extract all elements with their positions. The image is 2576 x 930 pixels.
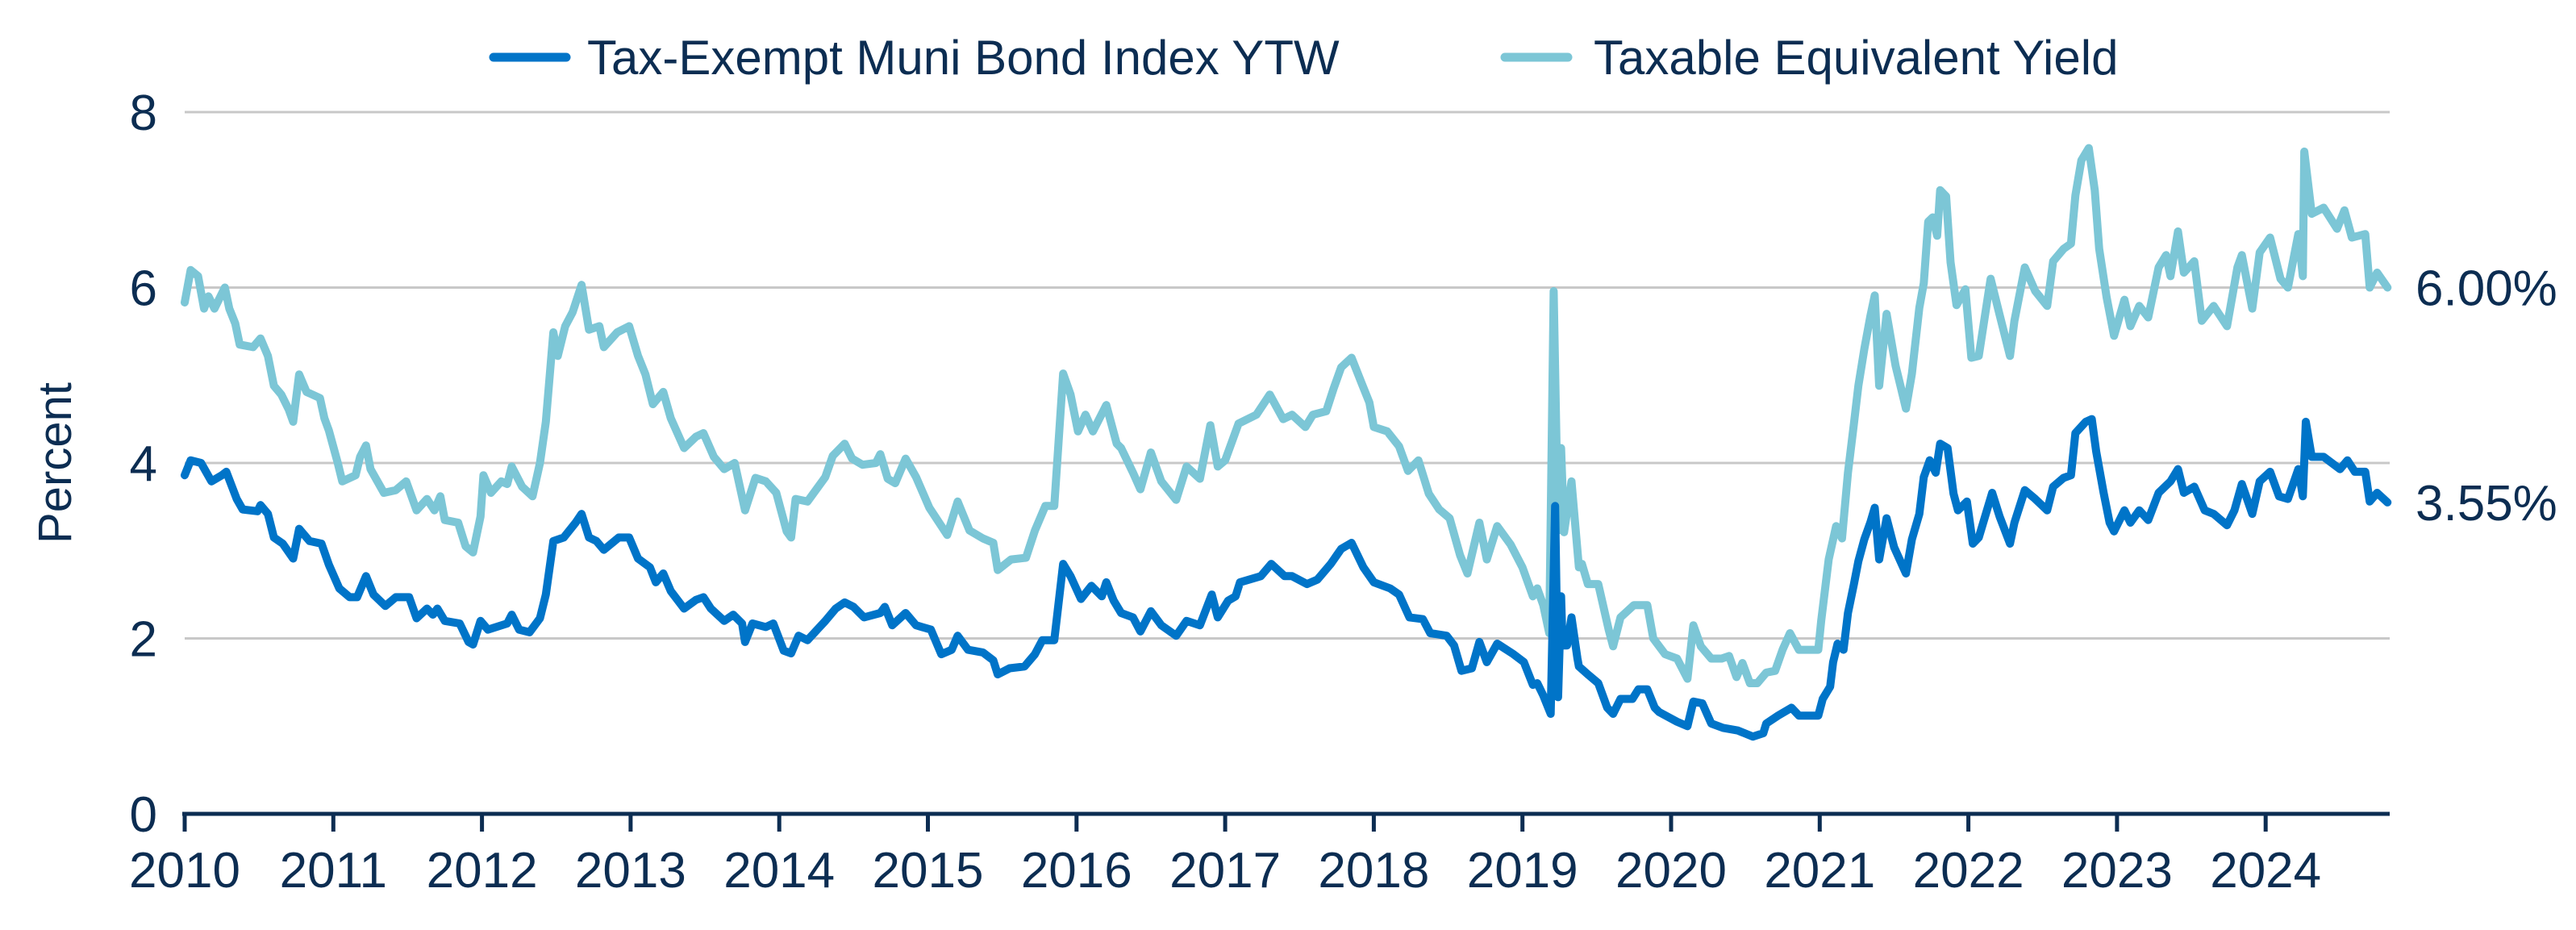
end-label-muni: 3.55% bbox=[2416, 476, 2557, 532]
x-tick-label: 2023 bbox=[2061, 843, 2173, 899]
end-label-taxable: 6.00% bbox=[2416, 261, 2557, 317]
legend-label-taxable: Taxable Equivalent Yield bbox=[1594, 31, 2118, 85]
series-line-taxable-equivalent bbox=[181, 144, 2392, 687]
series-lines bbox=[181, 144, 2392, 741]
x-tick-label: 2020 bbox=[1615, 843, 1727, 899]
x-tick-label: 2012 bbox=[427, 843, 538, 899]
y-axis-label: Percent bbox=[29, 382, 81, 544]
legend: Tax-Exempt Muni Bond Index YTW Taxable E… bbox=[489, 31, 2118, 85]
x-tick-label: 2024 bbox=[2210, 843, 2321, 899]
x-tick-label: 2017 bbox=[1169, 843, 1281, 899]
gridlines bbox=[185, 111, 2390, 640]
x-tick-label: 2013 bbox=[575, 843, 686, 899]
x-tick-label: 2014 bbox=[723, 843, 835, 899]
x-tick-label: 2022 bbox=[1913, 843, 2024, 899]
y-tick-label: 0 bbox=[130, 787, 157, 843]
y-tick-label: 6 bbox=[130, 261, 157, 317]
legend-label-muni: Tax-Exempt Muni Bond Index YTW bbox=[587, 31, 1340, 85]
x-tick-label: 2011 bbox=[280, 843, 387, 899]
x-tick-label: 2018 bbox=[1318, 843, 1429, 899]
end-labels: 3.55% 6.00% bbox=[2416, 261, 2557, 532]
x-tick-label: 2019 bbox=[1467, 843, 1578, 899]
y-axis-tick-labels: 0 2 4 6 8 bbox=[130, 85, 157, 843]
x-tick-label: 2021 bbox=[1764, 843, 1875, 899]
x-tick-label: 2016 bbox=[1021, 843, 1132, 899]
y-tick-label: 4 bbox=[130, 436, 157, 492]
series-line-muni-ytw bbox=[181, 415, 2392, 741]
x-tick-label: 2015 bbox=[873, 843, 984, 899]
y-tick-label: 8 bbox=[130, 85, 157, 141]
x-axis: 2010 2011 2012 2013 2014 2015 2016 2017 2018 2019… bbox=[129, 811, 2390, 899]
x-tick-label: 2010 bbox=[129, 843, 240, 899]
y-tick-label: 2 bbox=[130, 612, 157, 668]
